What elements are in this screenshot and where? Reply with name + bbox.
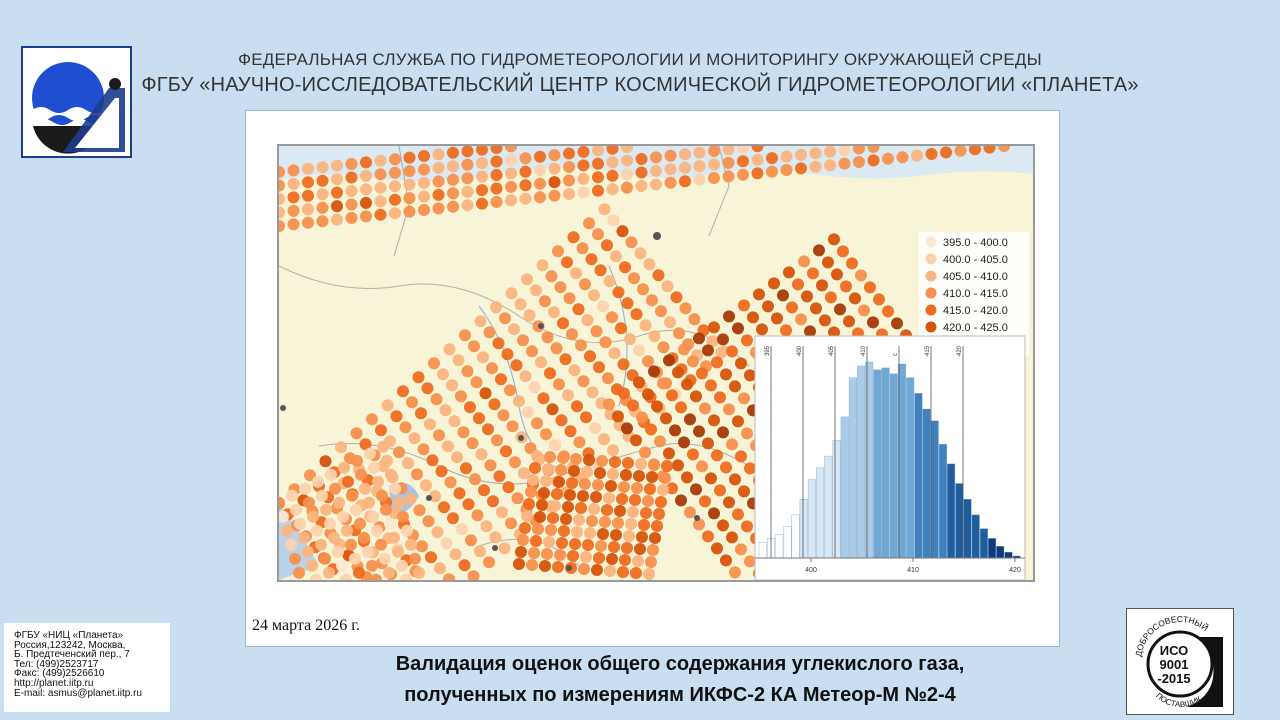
legend-label: 415.0 - 420.0 bbox=[943, 305, 1008, 317]
histogram-bar bbox=[963, 499, 972, 559]
histogram-bar bbox=[799, 499, 808, 559]
contact-line: Факс: (499)2526610 bbox=[14, 668, 105, 680]
legend-swatch bbox=[925, 270, 937, 282]
histogram-bar bbox=[783, 526, 792, 559]
contact-line: Б. Предтеченский пер., 7 bbox=[14, 649, 130, 661]
legend-label: 420.0 - 425.0 bbox=[943, 322, 1008, 334]
cert-line-2: 9001 bbox=[1160, 657, 1189, 672]
legend-label: 410.0 - 415.0 bbox=[943, 288, 1008, 300]
header-center: ФГБУ «НАУЧНО-ИССЛЕДОВАТЕЛЬСКИЙ ЦЕНТР КОС… bbox=[141, 74, 1139, 96]
contact-line[interactable]: E-mail: asmus@planet.iitp.ru bbox=[14, 687, 142, 699]
histogram-bar bbox=[791, 514, 800, 559]
histogram-bottom-tick: 420 bbox=[1009, 567, 1021, 574]
histogram-bar bbox=[848, 377, 857, 559]
histogram-bottom-tick: 410 bbox=[907, 567, 919, 574]
histogram-bar bbox=[857, 365, 866, 559]
histogram-top-tick: 415 bbox=[925, 345, 931, 356]
histogram-top-tick: 405 bbox=[829, 345, 835, 356]
histogram-bar bbox=[816, 467, 825, 559]
contact-line: ФГБУ «НИЦ «Планета» bbox=[14, 630, 124, 641]
legend-swatch bbox=[925, 253, 937, 265]
histogram-bar bbox=[938, 444, 947, 559]
histogram-bar bbox=[1004, 551, 1013, 559]
histogram-bar bbox=[824, 455, 833, 559]
co2-map: 395.0 - 400.0 400.0 - 405.0 405.0 - 410.0 4… bbox=[277, 144, 1035, 582]
header-agency: ФЕДЕРАЛЬНАЯ СЛУЖБА ПО ГИДРОМЕТЕОРОЛОГИИ … bbox=[238, 50, 1042, 69]
histogram-top-tick: 400 bbox=[797, 345, 803, 356]
histogram-inset: 395400405410c415420400410420430 bbox=[754, 335, 1026, 580]
histogram-bar bbox=[947, 463, 956, 559]
histogram-bar bbox=[889, 373, 898, 559]
legend-label: 405.0 - 410.0 bbox=[943, 271, 1008, 283]
legend-swatch bbox=[925, 321, 937, 333]
histogram-bar bbox=[914, 393, 923, 559]
histogram-bottom-tick: 400 bbox=[805, 567, 817, 574]
histogram-bar bbox=[840, 416, 849, 559]
contact-line: Тел: (499)2523717 bbox=[14, 658, 99, 670]
histogram-bar bbox=[832, 440, 841, 559]
legend-swatch bbox=[925, 236, 937, 248]
histogram-bar bbox=[873, 369, 882, 559]
histogram-bar bbox=[971, 514, 980, 559]
histogram-bar bbox=[775, 534, 784, 559]
histogram-top-tick: c bbox=[893, 353, 899, 356]
report-date: 24 марта 2026 г. bbox=[252, 617, 360, 634]
histogram-top-tick: 410 bbox=[861, 345, 867, 356]
histogram-bar bbox=[979, 528, 988, 559]
cert-line-3: -2015 bbox=[1157, 671, 1190, 686]
histogram-top-tick: 395 bbox=[765, 345, 771, 356]
histogram-bar bbox=[906, 377, 915, 559]
histogram-bar bbox=[881, 367, 890, 559]
contact-line: Россия,123242, Москва, bbox=[14, 639, 126, 651]
histogram-bar bbox=[996, 546, 1005, 559]
planeta-logo bbox=[21, 46, 132, 158]
histogram-bar bbox=[955, 483, 964, 559]
contact-info: ФГБУ «НИЦ «Планета» Россия,123242, Москв… bbox=[4, 623, 170, 712]
contact-line[interactable]: http://planet.iitp.ru bbox=[14, 677, 94, 689]
slide-title-line-1: Валидация оценок общего содержания углек… bbox=[395, 653, 965, 675]
histogram-bar bbox=[930, 420, 939, 559]
legend-swatch bbox=[925, 304, 937, 316]
legend-label: 395.0 - 400.0 bbox=[943, 237, 1008, 249]
slide-title-line-2: полученных по измерениям ИКФС-2 КА Метео… bbox=[404, 684, 956, 706]
legend-label: 400.0 - 405.0 bbox=[943, 254, 1008, 266]
iso-certificate-badge: ДОБРОСОВЕСТНЫЙ ПОСТАВЩИК ИСО 9001 -2015 bbox=[1126, 608, 1234, 715]
histogram-bar bbox=[807, 479, 816, 559]
cert-line-1: ИСО bbox=[1160, 643, 1189, 658]
histogram-bar bbox=[922, 408, 931, 559]
legend-swatch bbox=[925, 287, 937, 299]
histogram-bar bbox=[758, 542, 767, 559]
histogram-bar bbox=[988, 538, 997, 559]
histogram-top-tick: 420 bbox=[957, 345, 963, 356]
histogram-bar bbox=[865, 361, 874, 559]
